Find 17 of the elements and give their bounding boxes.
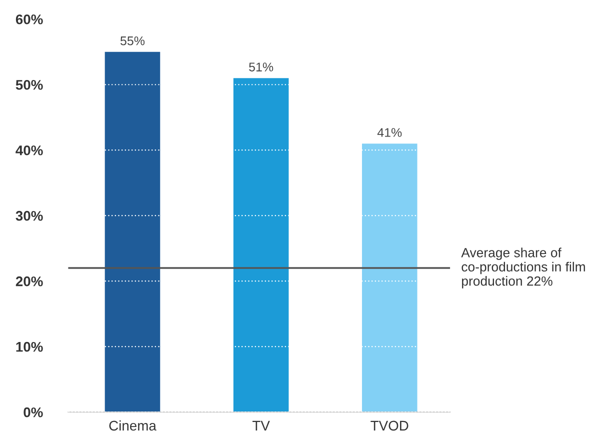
data-label: 55%	[120, 36, 145, 46]
y-tick-label: 50%	[16, 80, 43, 90]
x-tick-label: TVOD	[370, 420, 408, 431]
x-tick-label: TV	[252, 420, 270, 430]
data-label: 41%	[377, 128, 402, 137]
y-tick-label: 30%	[16, 210, 43, 221]
y-tick-label: 20%	[16, 276, 43, 286]
y-tick-label: 40%	[16, 145, 43, 156]
y-tick-label: 10%	[16, 342, 43, 352]
y-tick-label: 60%	[16, 14, 43, 24]
bar	[104, 52, 160, 412]
x-tick-label: Cinema	[109, 420, 156, 431]
ref-line-label: Average share of co-productions in film production 22%	[461, 248, 585, 288]
bar	[362, 144, 418, 412]
data-label: 51%	[249, 62, 274, 72]
y-tick-label: 0%	[24, 407, 43, 418]
bar	[233, 78, 289, 412]
